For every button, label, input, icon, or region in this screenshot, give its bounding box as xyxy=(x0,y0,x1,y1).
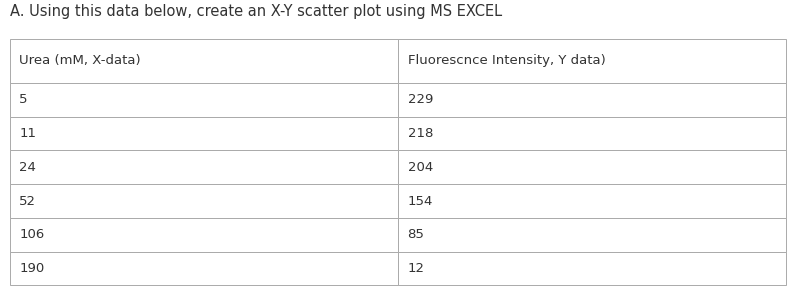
Text: 85: 85 xyxy=(408,228,424,241)
Bar xyxy=(398,218,786,252)
Bar xyxy=(10,184,398,218)
Bar xyxy=(398,150,786,184)
Bar xyxy=(398,117,786,150)
Bar xyxy=(10,150,398,184)
Bar xyxy=(10,39,398,83)
Text: A. Using this data below, create an X-Y scatter plot using MS EXCEL: A. Using this data below, create an X-Y … xyxy=(10,4,501,19)
Bar xyxy=(398,83,786,117)
Text: 229: 229 xyxy=(408,93,433,106)
Text: 106: 106 xyxy=(19,228,45,241)
Text: 24: 24 xyxy=(19,161,36,174)
Text: 204: 204 xyxy=(408,161,433,174)
Text: 12: 12 xyxy=(408,262,424,275)
Bar xyxy=(398,39,786,83)
Text: 5: 5 xyxy=(19,93,28,106)
Bar xyxy=(10,83,398,117)
Text: 11: 11 xyxy=(19,127,36,140)
Bar xyxy=(10,252,398,285)
Bar xyxy=(398,252,786,285)
Bar xyxy=(10,117,398,150)
Text: 190: 190 xyxy=(19,262,45,275)
Text: Fluorescnce Intensity, Y data): Fluorescnce Intensity, Y data) xyxy=(408,54,605,67)
Text: 52: 52 xyxy=(19,194,36,208)
Bar xyxy=(10,218,398,252)
Text: 218: 218 xyxy=(408,127,433,140)
Bar xyxy=(398,184,786,218)
Text: 154: 154 xyxy=(408,194,433,208)
Text: Urea (mM, X-data): Urea (mM, X-data) xyxy=(19,54,141,67)
